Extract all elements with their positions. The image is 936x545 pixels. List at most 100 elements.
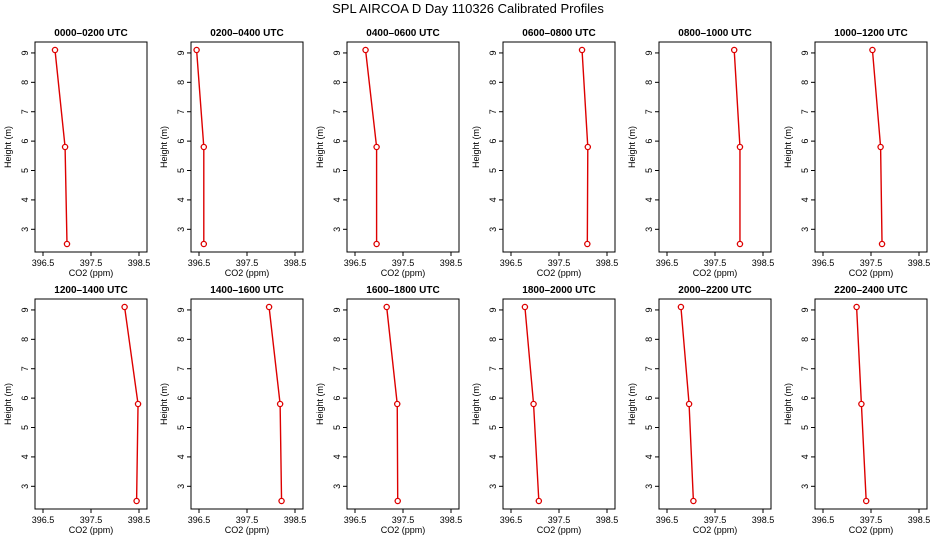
y-tick-label: 5 (644, 168, 654, 173)
y-tick-label: 7 (332, 366, 342, 371)
x-axis-label: CO2 (ppm) (693, 525, 738, 535)
y-tick-label: 7 (644, 109, 654, 114)
x-tick-label: 397.5 (80, 515, 103, 525)
x-tick-label: 397.5 (704, 515, 727, 525)
x-tick-label: 398.5 (752, 515, 775, 525)
y-tick-label: 3 (644, 484, 654, 489)
y-tick-label: 6 (488, 396, 498, 401)
figure-title: SPL AIRCOA D Day 110326 Calibrated Profi… (332, 1, 604, 16)
y-tick-label: 7 (800, 109, 810, 114)
x-tick-label: 396.5 (188, 258, 211, 268)
panel-title: 1600–1800 UTC (366, 285, 439, 296)
x-tick-label: 396.5 (344, 258, 367, 268)
y-tick-label: 3 (20, 227, 30, 232)
x-tick-label: 398.5 (908, 515, 931, 525)
data-point (393, 400, 401, 408)
y-tick-label: 4 (488, 454, 498, 459)
x-tick-label: 398.5 (128, 515, 151, 525)
plot-frame (502, 298, 616, 510)
y-tick-label: 5 (488, 168, 498, 173)
y-tick-label: 8 (20, 80, 30, 85)
plot-frame (658, 41, 772, 253)
x-tick-label: 398.5 (284, 515, 307, 525)
y-tick-label: 7 (176, 109, 186, 114)
data-point (373, 240, 380, 248)
x-tick-label: 398.5 (752, 258, 775, 268)
panel-8: 1400–1600 UTC 396.5 397.5 398.5 3 4 5 6 7 8 9 CO2 (… (159, 285, 306, 535)
y-tick-label: 3 (488, 227, 498, 232)
data-point (278, 497, 285, 505)
x-axis-label: CO2 (ppm) (693, 268, 738, 278)
x-axis-label: CO2 (ppm) (849, 525, 894, 535)
y-tick-label: 6 (800, 396, 810, 401)
panel-title: 0200–0400 UTC (210, 28, 283, 39)
data-point (677, 303, 685, 311)
y-tick-label: 5 (176, 425, 186, 430)
x-axis-label: CO2 (ppm) (537, 268, 582, 278)
panel-title: 0000–0200 UTC (54, 28, 127, 39)
x-axis-label: CO2 (ppm) (225, 268, 270, 278)
y-tick-label: 7 (644, 366, 654, 371)
y-tick-label: 7 (176, 366, 186, 371)
data-point (200, 143, 208, 151)
panel-2: 0200–0400 UTC 396.5 397.5 398.5 3 4 5 6 7 8 9 CO2 (… (159, 28, 306, 278)
y-tick-label: 4 (20, 197, 30, 202)
y-axis-label: Height (m) (159, 126, 169, 168)
x-tick-label: 397.5 (548, 515, 571, 525)
y-tick-label: 6 (176, 139, 186, 144)
panel-title: 1400–1600 UTC (210, 285, 283, 296)
y-tick-label: 3 (176, 227, 186, 232)
y-tick-label: 3 (488, 484, 498, 489)
data-point (877, 143, 884, 151)
data-point (535, 497, 543, 505)
y-axis-label: Height (m) (783, 383, 793, 425)
plot-frame (814, 298, 928, 510)
y-tick-label: 8 (488, 337, 498, 342)
data-point (61, 143, 69, 151)
y-tick-label: 7 (488, 366, 498, 371)
panel-10: 1800–2000 UTC 396.5 397.5 398.5 3 4 5 6 7 8 9 CO2 (… (471, 285, 618, 535)
x-tick-label: 396.5 (188, 515, 211, 525)
data-point (853, 303, 860, 311)
data-point (193, 46, 200, 54)
data-point (121, 303, 128, 311)
y-tick-label: 3 (332, 227, 342, 232)
y-tick-label: 7 (20, 109, 30, 114)
y-tick-label: 4 (176, 197, 186, 202)
panel-6: 1000–1200 UTC 396.5 397.5 398.5 3 4 5 6 7 8 9 CO2 (… (783, 28, 930, 278)
x-tick-label: 396.5 (32, 258, 55, 268)
data-point (383, 303, 390, 311)
data-point (578, 46, 586, 54)
y-axis-label: Height (m) (315, 126, 325, 168)
plot-frame (34, 41, 148, 253)
panel-title: 1200–1400 UTC (54, 285, 127, 296)
panel-title: 2000–2200 UTC (678, 285, 751, 296)
y-tick-label: 4 (644, 197, 654, 202)
y-tick-label: 5 (800, 168, 810, 173)
y-tick-label: 8 (332, 337, 342, 342)
y-tick-label: 6 (20, 139, 30, 144)
panel-7: 1200–1400 UTC 396.5 397.5 398.5 3 4 5 6 7 8 9 CO2 (… (3, 285, 150, 535)
data-point (276, 400, 284, 408)
x-tick-label: 397.5 (236, 258, 259, 268)
y-tick-label: 6 (488, 139, 498, 144)
y-tick-label: 5 (332, 425, 342, 430)
data-point (690, 497, 697, 505)
data-point (685, 400, 693, 408)
x-tick-label: 396.5 (812, 515, 835, 525)
y-tick-label: 4 (800, 197, 810, 202)
y-tick-label: 4 (176, 454, 186, 459)
y-tick-label: 3 (20, 484, 30, 489)
data-point (736, 143, 744, 151)
x-tick-label: 396.5 (656, 515, 679, 525)
panel-5: 0800–1000 UTC 396.5 397.5 398.5 3 4 5 6 7 8 9 CO2 (… (627, 28, 774, 278)
x-tick-label: 398.5 (596, 515, 619, 525)
y-tick-label: 6 (332, 396, 342, 401)
y-tick-label: 7 (332, 109, 342, 114)
x-tick-label: 398.5 (908, 258, 931, 268)
y-axis-label: Height (m) (471, 383, 481, 425)
y-tick-label: 8 (176, 80, 186, 85)
data-point (878, 240, 886, 248)
x-tick-label: 396.5 (500, 258, 523, 268)
